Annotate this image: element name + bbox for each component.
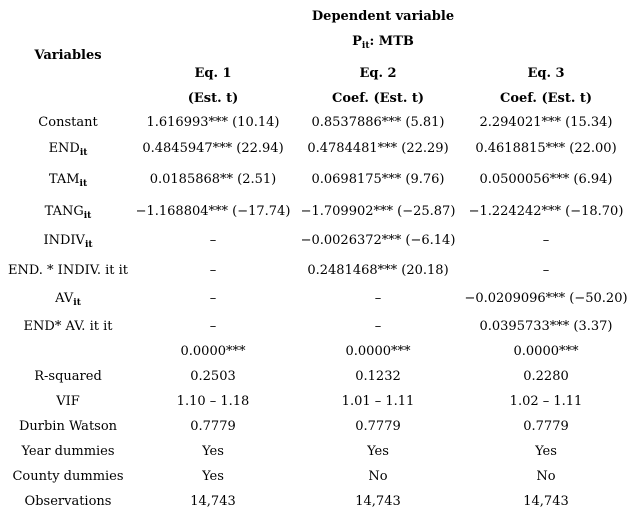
row-label: ENDit [49,141,88,161]
table-cell: 0.7779 [190,419,236,434]
table-cell: −1.709902*** (−25.87) [300,204,456,219]
table-cell: 14,743 [523,494,569,509]
table-cell: 1.10 – 1.18 [176,394,250,409]
row-label-text: Durbin Watson [18,419,118,434]
table-cell: 0.0500056*** (6.94) [479,172,613,187]
table-cell: 14,743 [355,494,401,509]
table-cell: 0.0698175*** (9.76) [311,172,445,187]
table-cell: Yes [367,444,389,459]
row-label: TANGit [45,204,92,224]
table-cell: 1.02 – 1.11 [509,394,583,409]
table-cell: −1.168804*** (−17.74) [135,204,291,219]
row-label: END. * INDIV. it it [8,263,128,279]
row-label-text: INDIV [43,233,85,248]
variables-heading: Variables [34,48,102,63]
row-label-subscript: it [73,298,81,308]
table-cell: 1.01 – 1.11 [341,394,415,409]
row-label-subscript: it [79,148,88,158]
row-label-text: END* AV. it it [23,319,113,334]
column-eq-2: Eq. 2 [359,66,397,81]
row-label-text: R-squared [34,369,102,384]
row-label: INDIVit [43,233,92,253]
table-cell: 0.7779 [523,419,569,434]
table-cell: 0.2503 [190,369,236,384]
row-label-subscript: it [83,211,92,221]
column-sub-3: Coef. (Est. t) [499,91,593,106]
row-label-text: END [48,141,80,156]
table-cell: −1.224242*** (−18.70) [468,204,624,219]
table-cell: 0.0000*** [180,344,246,359]
row-label-text: Observations [24,494,112,509]
row-label: END* AV. it it [24,319,113,335]
row-label-subscript: it [79,179,88,189]
table-cell: 14,743 [190,494,236,509]
row-label: County dummies [12,469,123,485]
column-sub-1: (Est. t) [187,91,239,106]
table-cell: No [536,469,556,484]
table-cell: 0.4845947*** (22.94) [142,141,284,156]
table-cell: 0.0000*** [513,344,579,359]
table-cell: 2.294021*** (15.34) [479,115,613,130]
table-cell: −0.0026372*** (−6.14) [300,233,456,248]
dependent-variable-symbol: Pit: MTB [352,34,414,54]
table-cell: 0.0000*** [345,344,411,359]
table-cell: – [209,319,217,334]
table-cell: 0.4784481*** (22.29) [307,141,449,156]
dv-symbol-main: P [352,34,362,49]
row-label-text: Year dummies [21,444,115,459]
table-cell: 0.0185868** (2.51) [149,172,277,187]
table-cell: 0.0395733*** (3.37) [479,319,613,334]
table-cell: – [209,291,217,306]
row-label-text: AV [55,291,74,306]
row-label-text: County dummies [12,469,124,484]
table-cell: – [374,319,382,334]
table-cell: 1.616993*** (10.14) [146,115,280,130]
table-cell: No [368,469,388,484]
table-cell: Yes [202,469,224,484]
table-cell: −0.0209096*** (−50.20) [464,291,628,306]
table-cell: – [374,291,382,306]
table-cell: 0.1232 [355,369,401,384]
row-label-text: TAM [48,172,80,187]
table-cell: – [209,233,217,248]
row-label: TAMit [49,172,87,192]
row-label-text: Constant [38,115,98,130]
column-eq-1: Eq. 1 [194,66,232,81]
table-cell: 0.4618815*** (22.00) [475,141,617,156]
table-cell: 0.2481468*** (20.18) [307,263,449,278]
table-cell: 0.2280 [523,369,569,384]
dv-symbol-rest: : MTB [369,34,414,49]
dependent-variable-heading: Dependent variable [311,9,455,24]
table-cell: – [542,263,550,278]
row-label-text: END. * INDIV. it it [7,263,129,278]
table-cell: 0.7779 [355,419,401,434]
table-cell: – [542,233,550,248]
row-label-subscript: it [84,240,93,250]
dv-symbol-sub: it [361,41,370,51]
row-label: Year dummies [21,444,114,460]
row-label: Observations [25,494,112,510]
column-sub-2: Coef. (Est. t) [331,91,425,106]
column-eq-3: Eq. 3 [527,66,565,81]
row-label: VIF [56,394,80,410]
row-label: Constant [38,115,97,131]
table-cell: – [209,263,217,278]
row-label-text: VIF [56,394,80,409]
row-label: R-squared [34,369,102,385]
row-label: AVit [55,291,81,311]
row-label-text: TANG [44,204,84,219]
table-cell: Yes [535,444,557,459]
table-cell: Yes [202,444,224,459]
row-label: Durbin Watson [19,419,117,435]
table-cell: 0.8537886*** (5.81) [311,115,445,130]
